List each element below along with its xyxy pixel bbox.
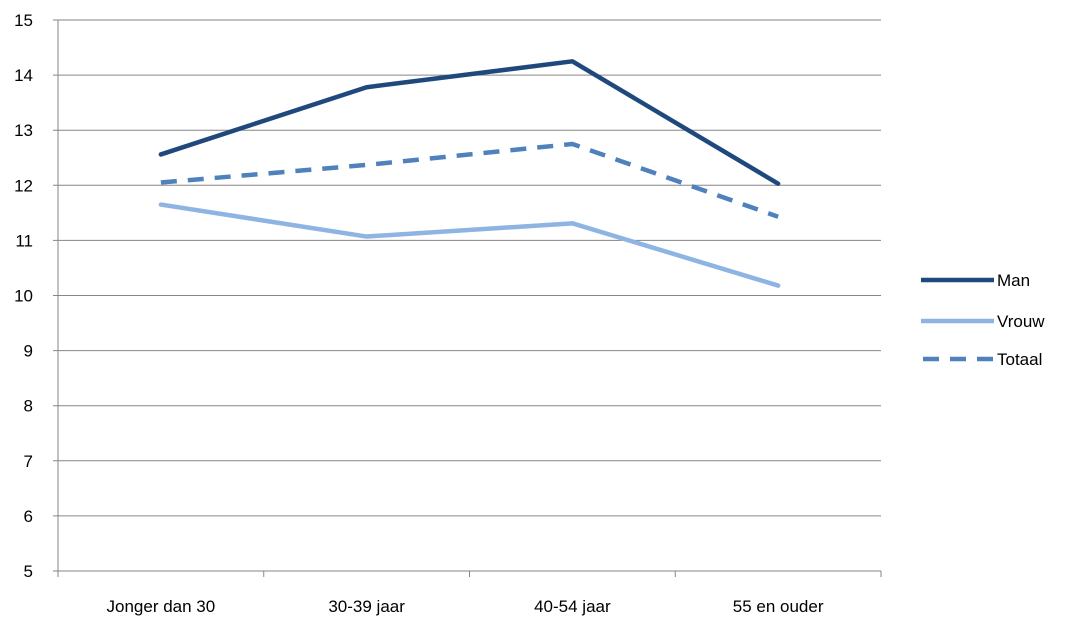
legend: Man Vrouw Totaal xyxy=(921,271,1045,369)
y-tick-label: 10 xyxy=(14,287,33,306)
gridlines xyxy=(53,19,881,572)
y-tick-label: 13 xyxy=(14,121,33,140)
series-line-man xyxy=(158,59,781,186)
x-tick-label: 55 en ouder xyxy=(733,597,824,616)
series-line-totaal xyxy=(160,141,779,219)
y-tick-label: 6 xyxy=(24,507,33,526)
y-tick-label: 9 xyxy=(24,342,33,361)
y-tick-label: 5 xyxy=(24,562,33,581)
series-line-vrouw xyxy=(158,202,781,288)
y-tick-label: 12 xyxy=(14,176,33,195)
legend-label-man: Man xyxy=(997,271,1030,290)
legend-label-vrouw: Vrouw xyxy=(997,312,1045,331)
legend-label-totaal: Totaal xyxy=(997,350,1042,369)
x-tick-label: Jonger dan 30 xyxy=(107,597,216,616)
y-tick-label: 14 xyxy=(14,66,33,85)
y-tick-label: 11 xyxy=(15,231,33,250)
y-tick-label: 7 xyxy=(24,452,33,471)
x-tick-label: 40-54 jaar xyxy=(534,597,611,616)
y-tick-label: 8 xyxy=(24,397,33,416)
axes xyxy=(57,20,882,577)
y-tick-label: 15 xyxy=(14,11,33,30)
series-lines xyxy=(158,59,781,288)
x-tick-label: 30-39 jaar xyxy=(328,597,405,616)
tick-labels: 5 6 7 8 9 10 11 12 13 14 15 Jonger dan 30 30-39 jaar… xyxy=(14,11,824,616)
